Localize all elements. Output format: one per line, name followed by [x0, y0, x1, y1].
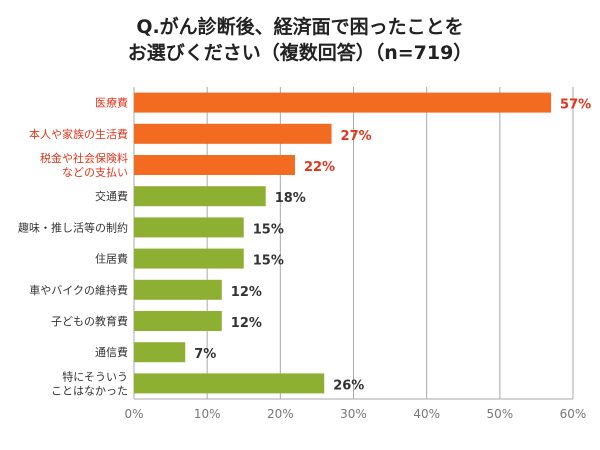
category-label: 通信費 [95, 345, 128, 359]
category-label: 交通費 [95, 189, 128, 203]
category-label: などの支払い [62, 165, 128, 179]
chart-title-line-1: Q.がん診断後、経済面で困ったことを [136, 16, 464, 38]
category-label: 本人や家族の生活費 [29, 127, 128, 141]
bar [134, 279, 222, 300]
bar [134, 92, 552, 113]
category-label: 医療費 [95, 96, 128, 110]
bar [134, 155, 295, 175]
data-label: 12% [231, 285, 262, 300]
x-tick-label: 40% [413, 407, 440, 421]
data-label: 22% [304, 160, 335, 175]
category-label: 趣味・推し活等の制約 [18, 220, 128, 234]
bar [134, 248, 244, 269]
data-label: 15% [253, 222, 284, 237]
x-tick-label: 10% [194, 407, 221, 421]
data-label: 26% [333, 378, 364, 393]
x-tick-label: 0% [124, 407, 143, 421]
data-label: 18% [275, 191, 306, 206]
x-tick-label: 50% [486, 407, 513, 421]
x-tick-label: 20% [267, 407, 294, 421]
data-label: 7% [194, 347, 216, 362]
data-label: 57% [560, 98, 591, 113]
data-label: 27% [341, 129, 372, 144]
category-label: 子どもの教育費 [51, 314, 128, 328]
x-tick-label: 60% [560, 407, 587, 421]
bar [134, 373, 325, 394]
bar [134, 217, 244, 238]
x-tick-label: 30% [340, 407, 367, 421]
category-label: 車やバイクの維持費 [29, 283, 128, 297]
bar [134, 186, 266, 207]
data-label: 12% [231, 316, 262, 331]
category-label: 住居費 [95, 252, 128, 266]
bar [134, 311, 222, 331]
category-label: 特にそういう [62, 369, 128, 383]
category-label: 税金や社会保険料 [40, 151, 128, 165]
bar [134, 123, 332, 144]
category-label: ことはなかった [51, 384, 128, 397]
chart-title-line-2: お選びください（複数回答）（n=719） [127, 42, 473, 64]
data-label: 15% [253, 254, 284, 269]
bar [134, 342, 186, 363]
